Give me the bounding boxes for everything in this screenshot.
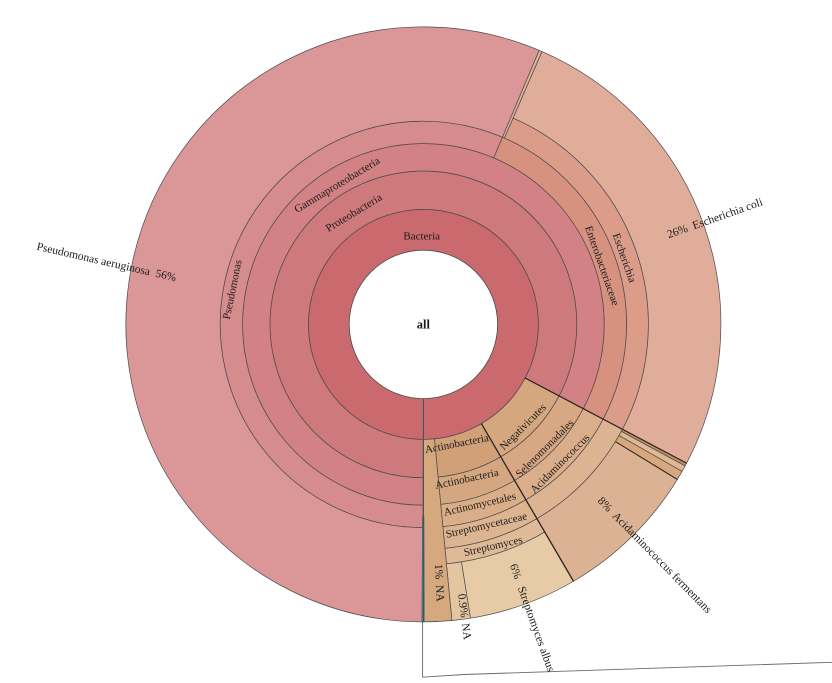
svg-text:0.9% NA: 0.9% NA	[455, 593, 473, 641]
svg-text:all: all	[417, 317, 431, 331]
svg-text:1% NA: 1% NA	[432, 564, 446, 603]
svg-text:Bacteria: Bacteria	[403, 231, 440, 243]
